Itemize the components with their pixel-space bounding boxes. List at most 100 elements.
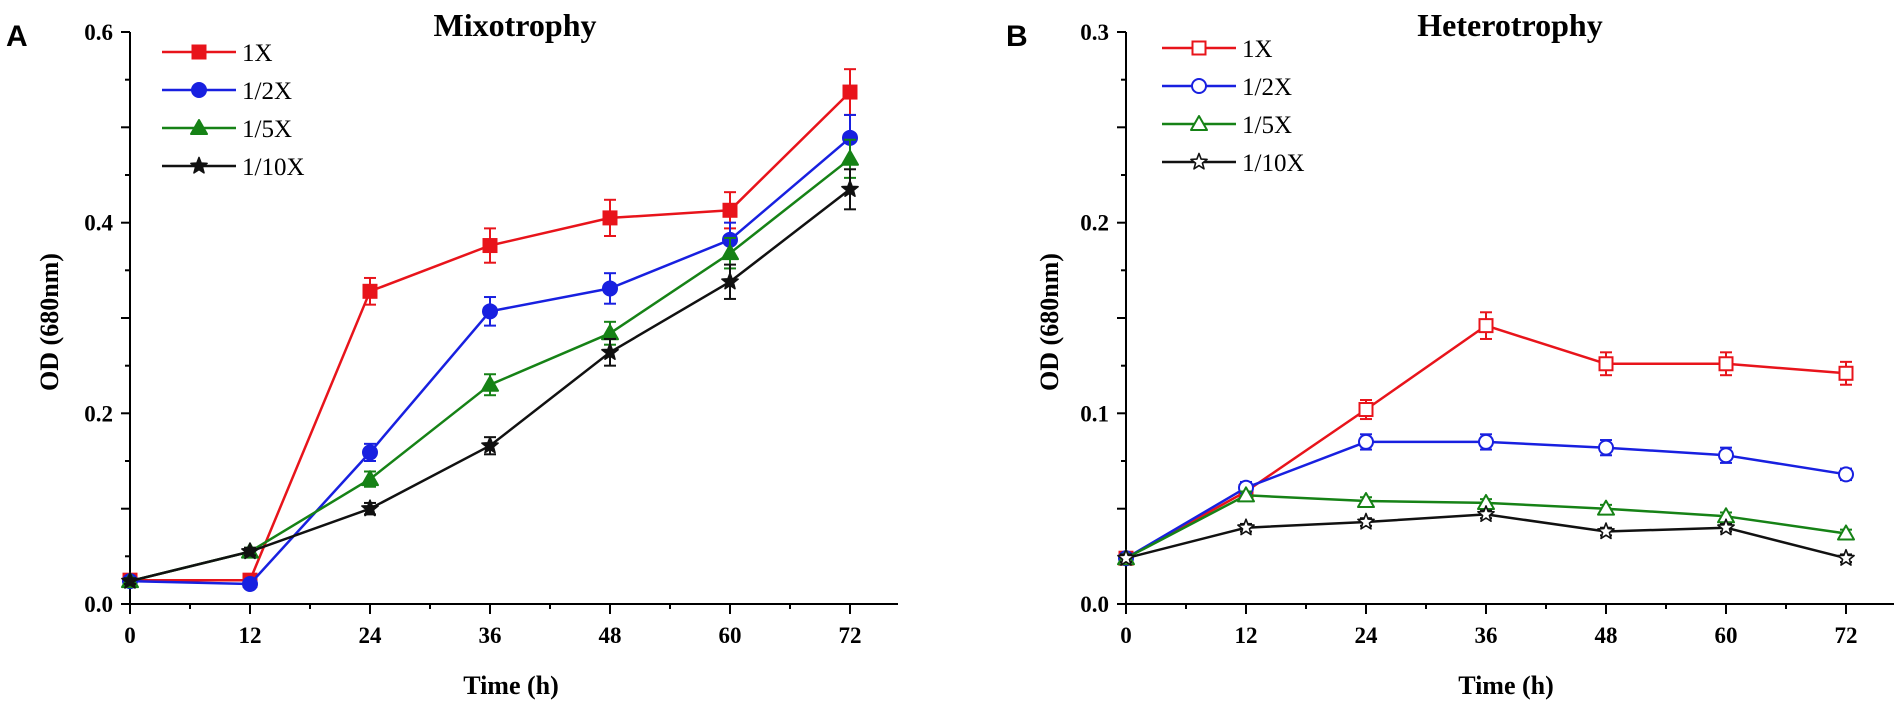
panel-b-point-half-48 bbox=[1598, 439, 1614, 456]
panel-a-legend-symbol-fifth bbox=[190, 119, 208, 135]
panel-a-line-1x bbox=[130, 91, 851, 582]
panel-b-legend-symbol-fifth bbox=[1190, 115, 1208, 131]
panel-a-point-1x-36 bbox=[482, 238, 498, 254]
panel-a-point-tenth-0 bbox=[121, 571, 139, 589]
panel-b-x-ticks bbox=[1125, 604, 1847, 614]
panel-b-x-tick-label-5: 60 bbox=[1715, 623, 1738, 648]
panel-a-y-tick-label-0: 0.0 bbox=[84, 592, 113, 617]
panel-a-title: Mixotrophy bbox=[434, 7, 597, 43]
panel-b-point-fifth-48 bbox=[1597, 499, 1615, 516]
panel-a-point-fifth-24 bbox=[361, 470, 379, 487]
panel-a-x-tick-labels: 0 12 24 36 48 60 72 bbox=[124, 623, 861, 648]
panel-a-point-tenth-72 bbox=[841, 180, 859, 197]
panel-a-point-half-36 bbox=[482, 303, 498, 320]
panel-b-point-tenth-0 bbox=[1117, 548, 1135, 566]
panel-a-y-tick-label-2: 0.4 bbox=[84, 211, 113, 236]
panel-a-legend-marker-tenth bbox=[190, 156, 208, 174]
panel-b-legend-label-1x: 1X bbox=[1242, 36, 1273, 63]
panel-a-point-half-12 bbox=[242, 575, 258, 592]
panel-a-legend-marker-1x bbox=[191, 44, 207, 60]
panel-b-legend: 1X 1/2X 1/5X 1/10X bbox=[1162, 36, 1305, 177]
panel-a-point-half-24 bbox=[362, 444, 378, 461]
panel-b-legend-symbol-1x bbox=[1191, 40, 1207, 56]
panel-a-x-tick-label-6: 72 bbox=[839, 623, 862, 648]
panel-b-x-tick-label-6: 72 bbox=[1835, 623, 1858, 648]
panel-b-y-ticks bbox=[1117, 31, 1126, 605]
panel-b-letter: B bbox=[1006, 20, 1028, 53]
panel-b-point-1x-72 bbox=[1838, 365, 1854, 381]
panel-b-x-tick-label-2: 24 bbox=[1355, 623, 1379, 648]
panel-a-point-tenth-60 bbox=[721, 272, 739, 290]
panel-a-legend-symbol-tenth bbox=[190, 156, 208, 174]
panel-b-legend-marker-fifth bbox=[1190, 115, 1208, 131]
panel-a-legend-label-half: 1/2X bbox=[242, 78, 292, 105]
panel-b-title: Heterotrophy bbox=[1417, 7, 1602, 43]
panel-a-point-tenth-24 bbox=[361, 499, 379, 517]
panel-b-point-tenth-60 bbox=[1717, 518, 1735, 536]
panel-b-legend-entry-half: 1/2X bbox=[1162, 74, 1292, 101]
panel-b-x-tick-label-3: 36 bbox=[1475, 623, 1498, 648]
panel-a-point-1x-60 bbox=[722, 202, 738, 218]
panel-a-x-tick-label-0: 0 bbox=[124, 623, 136, 648]
panel-a-legend-entry-fifth: 1/5X bbox=[162, 116, 292, 143]
panel-b-legend-marker-half bbox=[1191, 78, 1207, 94]
panel-b-point-fifth-12 bbox=[1237, 486, 1255, 503]
panel-b-legend-symbol-half bbox=[1191, 78, 1207, 94]
panel-b-x-tick-label-0: 0 bbox=[1120, 623, 1132, 648]
panel-b-plot-area bbox=[1117, 311, 1855, 567]
panel-b-point-half-24 bbox=[1358, 433, 1374, 450]
panel-a-legend-label-tenth: 1/10X bbox=[242, 154, 305, 181]
panel-b-point-half-72 bbox=[1838, 466, 1854, 483]
panel-a-legend-entry-tenth: 1/10X bbox=[162, 154, 305, 181]
panel-b-legend-symbol-tenth bbox=[1190, 152, 1208, 170]
panel-a-legend-symbol-half bbox=[191, 82, 207, 98]
panel-a-point-1x-48 bbox=[602, 210, 618, 226]
panel-b-y-tick-label-1: 0.1 bbox=[1080, 401, 1109, 426]
panel-b-legend-label-fifth: 1/5X bbox=[1242, 112, 1292, 139]
panel-b-y-tick-labels: 0.0 0.1 0.2 0.3 bbox=[1080, 20, 1109, 617]
panel-b-y-tick-label-3: 0.3 bbox=[1080, 20, 1109, 45]
panel-b-legend-entry-fifth: 1/5X bbox=[1162, 112, 1292, 139]
panel-a-x-tick-label-3: 36 bbox=[479, 623, 502, 648]
panel-b-y-axis-label: OD (680nm) bbox=[1035, 253, 1064, 391]
panel-a-plot-area bbox=[121, 68, 859, 592]
panel-b-point-half-36 bbox=[1478, 433, 1494, 450]
panel-a-series-1x bbox=[122, 68, 858, 588]
panel-b-point-tenth-72 bbox=[1837, 548, 1855, 566]
panel-b-point-tenth-36 bbox=[1477, 505, 1495, 523]
panel-b-legend-marker-tenth bbox=[1190, 152, 1208, 170]
panel-b-point-1x-24 bbox=[1358, 402, 1374, 418]
panel-a-line-half bbox=[129, 136, 851, 586]
panel-b-y-tick-label-2: 0.2 bbox=[1080, 211, 1109, 236]
panel-b-point-tenth-48 bbox=[1597, 522, 1615, 540]
panel-a-y-tick-label-1: 0.2 bbox=[84, 401, 113, 426]
panel-a-point-half-48 bbox=[602, 280, 618, 297]
panel-a-point-fifth-48 bbox=[601, 324, 619, 341]
panel-a-x-ticks bbox=[129, 604, 851, 614]
panel-a-x-tick-label-4: 48 bbox=[599, 623, 622, 648]
panel-b-line-tenth bbox=[1125, 513, 1847, 560]
panel-b-point-fifth-24 bbox=[1357, 492, 1375, 509]
panel-a-legend-entry-half: 1/2X bbox=[162, 78, 292, 105]
panel-a-legend: 1X 1/2X 1/5X 1/10X bbox=[162, 40, 305, 181]
panel-a-legend-label-fifth: 1/5X bbox=[242, 116, 292, 143]
panel-b-point-fifth-72 bbox=[1837, 524, 1855, 541]
panel-a-series-fifth bbox=[121, 138, 859, 589]
panel-a-legend-marker-half bbox=[191, 82, 207, 98]
panel-b-point-tenth-12 bbox=[1237, 518, 1255, 536]
panel-a-y-ticks bbox=[121, 31, 130, 605]
panel-a-series-half bbox=[122, 113, 858, 592]
panel-b-point-1x-60 bbox=[1718, 356, 1734, 372]
panel-a-point-fifth-60 bbox=[721, 244, 739, 261]
panel-a-point-fifth-36 bbox=[481, 375, 499, 392]
panel-a-point-tenth-48 bbox=[601, 343, 619, 361]
panel-a-x-tick-label-2: 24 bbox=[359, 623, 383, 648]
panel-b-y-tick-label-0: 0.0 bbox=[1080, 592, 1109, 617]
panel-a-y-tick-label-3: 0.6 bbox=[84, 20, 113, 45]
panel-a-legend-label-1x: 1X bbox=[242, 40, 273, 67]
panel-b-legend-label-half: 1/2X bbox=[1242, 74, 1292, 101]
panel-b-point-1x-36 bbox=[1478, 318, 1494, 334]
panel-b-point-1x-48 bbox=[1598, 356, 1614, 372]
